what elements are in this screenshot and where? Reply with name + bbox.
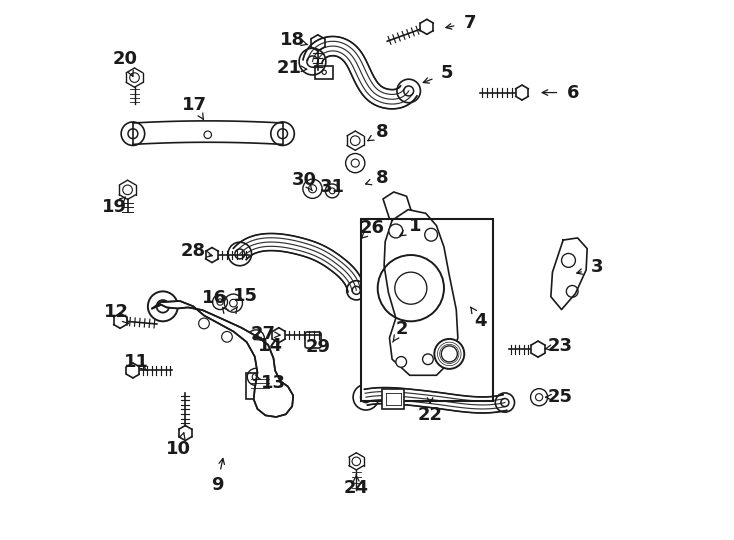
Text: 24: 24: [344, 479, 368, 497]
Text: 8: 8: [376, 123, 388, 141]
Text: 1: 1: [409, 217, 421, 235]
Circle shape: [423, 354, 433, 364]
Circle shape: [378, 255, 444, 321]
Text: 6: 6: [567, 84, 579, 102]
Text: 20: 20: [113, 50, 138, 68]
Text: 27: 27: [250, 325, 275, 343]
Text: 28: 28: [181, 242, 206, 260]
Text: 23: 23: [548, 337, 573, 355]
FancyBboxPatch shape: [246, 373, 273, 399]
Text: 18: 18: [280, 31, 305, 49]
Text: 9: 9: [211, 476, 224, 494]
Text: 29: 29: [305, 339, 330, 356]
Circle shape: [567, 286, 578, 297]
Circle shape: [562, 253, 575, 267]
FancyBboxPatch shape: [382, 389, 404, 409]
Circle shape: [396, 356, 407, 367]
Text: 8: 8: [376, 169, 388, 187]
Text: 15: 15: [233, 287, 258, 305]
Text: 21: 21: [277, 59, 302, 77]
Text: 7: 7: [463, 14, 476, 31]
Text: 16: 16: [202, 289, 228, 307]
Text: 11: 11: [123, 353, 148, 371]
Text: 4: 4: [474, 312, 487, 330]
Circle shape: [435, 339, 465, 369]
Text: 10: 10: [167, 440, 192, 458]
Text: 30: 30: [291, 171, 316, 189]
Text: 19: 19: [102, 198, 127, 216]
Text: 5: 5: [441, 64, 454, 82]
Polygon shape: [152, 301, 294, 417]
Text: 13: 13: [261, 374, 286, 392]
Text: 25: 25: [548, 388, 573, 406]
Circle shape: [199, 318, 209, 329]
Circle shape: [222, 332, 233, 342]
Text: 26: 26: [360, 219, 385, 237]
Text: 17: 17: [183, 97, 208, 114]
Bar: [360, 219, 493, 401]
Text: 31: 31: [320, 178, 345, 196]
Text: 3: 3: [591, 258, 603, 276]
Text: 12: 12: [104, 303, 129, 321]
Text: 14: 14: [258, 337, 283, 355]
Circle shape: [425, 228, 437, 241]
Circle shape: [389, 224, 403, 238]
Text: 22: 22: [418, 407, 443, 424]
Text: 2: 2: [396, 320, 408, 338]
